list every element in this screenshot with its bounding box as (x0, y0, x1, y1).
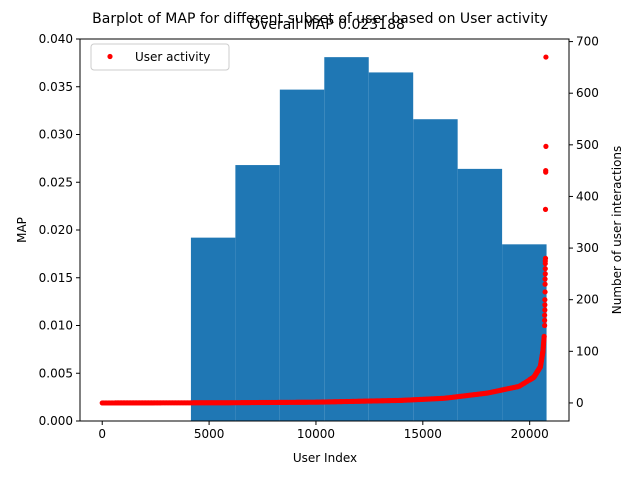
x-tick-label: 10000 (297, 427, 335, 441)
y2-axis-label: Number of user interactions (610, 146, 624, 315)
scatter-point (542, 302, 548, 308)
scatter-point (542, 297, 548, 303)
y2-tick-label: 300 (576, 241, 599, 255)
suptitle: Barplot of MAP for different subset of u… (92, 11, 548, 27)
scatter-point (542, 312, 548, 318)
scatter-point (541, 333, 547, 339)
scatter-point (542, 266, 548, 272)
legend-marker (107, 53, 113, 60)
y-axis-label: MAP (15, 217, 29, 243)
scatter-point (543, 143, 549, 149)
scatter-point (542, 271, 548, 277)
x-tick-label: 20000 (511, 427, 549, 441)
bar-2 (279, 89, 325, 422)
x-tick-label: 15000 (404, 427, 442, 441)
chart-title: Overall MAP 0.023188 (249, 17, 405, 33)
scatter-point (542, 322, 548, 329)
legend: User activity (90, 43, 230, 71)
scatter-point (542, 255, 549, 261)
bar-5 (413, 119, 458, 421)
legend-box (90, 43, 230, 71)
y-axis-right: 0 100 200 300 400 500 600 700 (569, 35, 599, 410)
y-tick-label: 0.035 (39, 80, 73, 94)
bar-6 (457, 168, 503, 421)
scatter-point (542, 307, 548, 313)
x-tick-label: 0 (98, 427, 106, 441)
y-tick-label: 0.000 (39, 414, 73, 428)
x-tick-label: 5000 (194, 427, 225, 441)
bar-1 (235, 165, 280, 421)
y2-tick-label: 500 (576, 138, 599, 152)
y-tick-label: 0.015 (39, 271, 73, 285)
x-axis-label: User Index (293, 451, 357, 465)
bar-7 (502, 244, 547, 421)
y2-tick-label: 200 (576, 293, 599, 307)
bar-3 (324, 57, 369, 422)
y2-tick-label: 700 (576, 35, 599, 49)
y-tick-label: 0.030 (39, 128, 73, 142)
scatter-point (543, 168, 549, 174)
scatter-group (99, 54, 549, 406)
y-tick-label: 0.010 (39, 319, 73, 333)
bar-0 (190, 237, 236, 421)
scatter-point (542, 276, 548, 282)
y2-tick-label: 400 (576, 189, 599, 203)
bar-4 (368, 72, 414, 422)
y-tick-label: 0.020 (39, 223, 73, 237)
y-tick-label: 0.025 (39, 175, 73, 189)
scatter-point (542, 289, 548, 295)
scatter-point (542, 317, 548, 323)
y2-tick-label: 100 (576, 344, 599, 358)
y2-tick-label: 0 (576, 396, 584, 410)
bar-group (190, 57, 547, 422)
y-axis-left: 0.000 0.005 0.010 0.015 0.020 0.025 0.030 0.035… (39, 32, 80, 428)
scatter-point (543, 54, 549, 60)
x-axis: 0 5000 10000 15000 20000 (98, 421, 549, 441)
legend-label: User activity (135, 50, 210, 64)
y-tick-label: 0.005 (39, 366, 73, 380)
y2-tick-label: 600 (576, 86, 599, 100)
y-tick-label: 0.040 (39, 32, 73, 46)
scatter-point (542, 281, 548, 287)
scatter-point (542, 206, 549, 212)
